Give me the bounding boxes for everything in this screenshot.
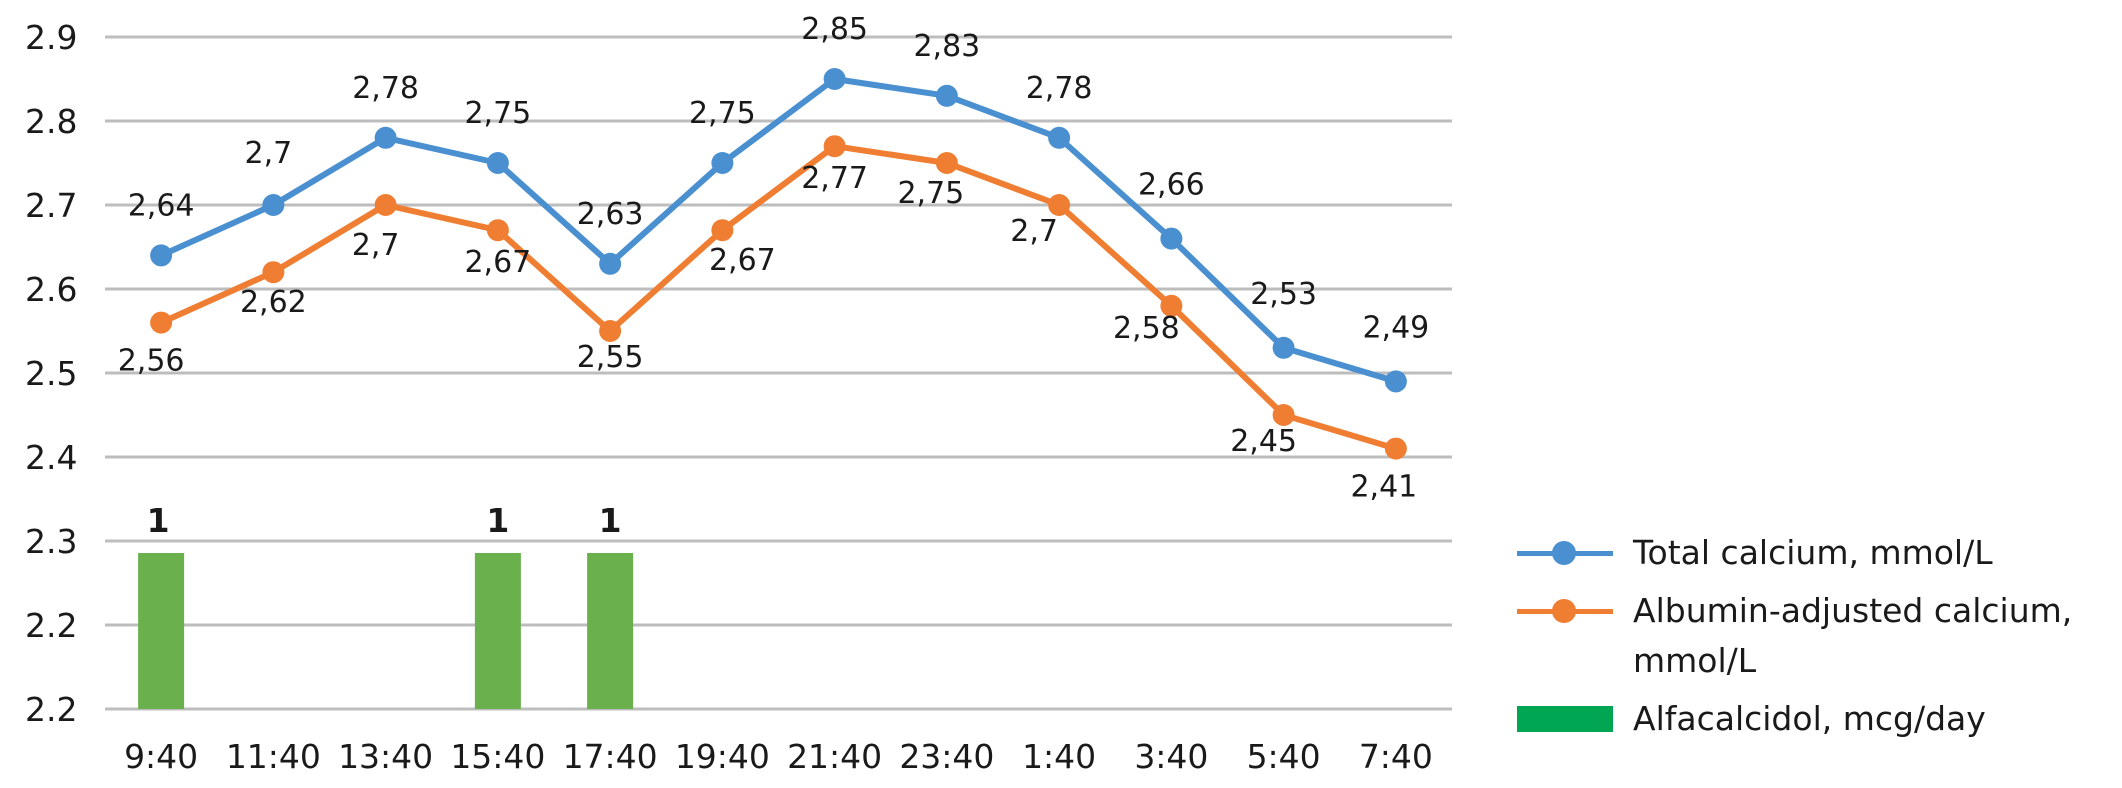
x-tick-label: 3:40 (1134, 737, 1208, 776)
bar-alfacalcidol (474, 553, 521, 709)
x-tick-label: 21:40 (787, 737, 882, 776)
albumin-calcium-point (823, 135, 846, 158)
albumin-calcium-point (1160, 294, 1183, 317)
legend-label-albumin-line2: mmol/L (1633, 641, 1757, 680)
albumin-calcium-data-label: 2,7 (1010, 214, 1058, 249)
legend-item-alfacalcidol[interactable]: Alfacalcidol, mcg/day (1515, 694, 2115, 744)
total-calcium-data-label: 2,63 (577, 197, 644, 232)
total-calcium-data-label: 2,53 (1250, 277, 1317, 312)
albumin-calcium-point (374, 194, 397, 216)
albumin-calcium-point (1048, 194, 1071, 216)
legend-item-albumin-calcium[interactable]: Albumin-adjusted calcium, mmol/L (1515, 586, 2115, 686)
total-calcium-point (823, 68, 846, 90)
total-calcium-point (1384, 370, 1407, 393)
x-tick-label: 15:40 (450, 737, 545, 776)
y-tick-label: 2.7 (25, 186, 77, 225)
total-calcium-point (711, 152, 734, 174)
albumin-calcium-data-label: 2,62 (240, 285, 307, 320)
albumin-calcium-data-label: 2,55 (577, 340, 644, 375)
albumin-calcium-point (1272, 404, 1295, 426)
albumin-calcium-data-label: 2,41 (1350, 470, 1417, 505)
albumin-calcium-data-label: 2,56 (118, 344, 185, 379)
total-calcium-data-label: 2,7 (245, 136, 293, 171)
legend-label-total-calcium: Total calcium, mmol/L (1633, 533, 1993, 572)
total-calcium-point (599, 252, 622, 275)
total-calcium-point (935, 84, 958, 107)
legend-line-marker-blue (1515, 528, 1615, 578)
legend-line-marker-orange (1515, 586, 1615, 636)
albumin-calcium-data-label: 2,67 (464, 245, 531, 280)
legend-label-albumin-line1: Albumin-adjusted calcium, (1633, 591, 2073, 630)
albumin-calcium-point (935, 152, 958, 174)
total-calcium-data-label: 2,64 (128, 188, 195, 223)
x-tick-label: 11:40 (226, 737, 321, 776)
albumin-calcium-data-label: 2,58 (1113, 311, 1180, 346)
bar-data-label: 1 (147, 501, 170, 540)
total-calcium-data-label: 2,78 (352, 71, 419, 106)
x-tick-label: 1:40 (1022, 737, 1096, 776)
bar-alfacalcidol (138, 553, 185, 709)
total-calcium-data-label: 2,78 (1026, 71, 1093, 106)
total-calcium-point (486, 152, 509, 174)
legend-item-total-calcium[interactable]: Total calcium, mmol/L (1515, 528, 2115, 578)
albumin-calcium-point (599, 320, 622, 342)
total-calcium-point (1048, 126, 1071, 149)
albumin-calcium-point (150, 311, 173, 334)
total-calcium-data-label: 2,75 (689, 96, 756, 131)
y-tick-label: 2.3 (25, 522, 77, 561)
legend-bar-marker-green (1515, 694, 1615, 744)
y-tick-label: 2.5 (25, 354, 77, 393)
y-tick-label: 2.8 (25, 102, 77, 141)
bar-data-label: 1 (486, 501, 509, 540)
chart-legend: Total calcium, mmol/L Albumin-adjusted c… (1515, 528, 2115, 752)
albumin-calcium-data-label: 2,7 (352, 228, 400, 263)
bar-data-label: 1 (599, 501, 622, 540)
total-calcium-point (262, 194, 285, 216)
albumin-calcium-point (711, 219, 734, 242)
x-tick-label: 13:40 (338, 737, 433, 776)
x-tick-label: 5:40 (1247, 737, 1321, 776)
y-tick-label: 2.2 (25, 690, 77, 729)
albumin-calcium-point (1384, 437, 1407, 460)
x-tick-label: 17:40 (563, 737, 658, 776)
total-calcium-point (150, 244, 173, 267)
y-tick-label: 2.6 (25, 270, 77, 309)
total-calcium-line (159, 76, 1397, 385)
albumin-calcium-point (262, 261, 285, 284)
y-tick-label: 2.4 (25, 438, 77, 477)
total-calcium-data-label: 2,83 (913, 29, 980, 64)
x-tick-label: 9:40 (124, 737, 198, 776)
x-tick-label: 23:40 (899, 737, 994, 776)
total-calcium-data-label: 2,85 (801, 12, 868, 47)
total-calcium-data-label: 2,75 (464, 96, 531, 131)
x-tick-label: 7:40 (1359, 737, 1433, 776)
y-tick-label: 2.2 (25, 606, 77, 645)
y-tick-label: 2.9 (25, 18, 77, 57)
albumin-calcium-data-label: 2,45 (1230, 424, 1297, 459)
albumin-calcium-data-label: 2,77 (801, 161, 868, 196)
total-calcium-data-label: 2,49 (1362, 310, 1429, 345)
albumin-calcium-line (159, 143, 1397, 452)
albumin-calcium-data-label: 2,75 (897, 176, 964, 211)
total-calcium-point (374, 126, 397, 149)
total-calcium-point (1160, 227, 1183, 250)
bar-alfacalcidol (587, 553, 634, 709)
albumin-calcium-data-label: 2,67 (709, 243, 776, 278)
albumin-calcium-point (486, 219, 509, 242)
total-calcium-point (1272, 336, 1295, 359)
x-tick-label: 19:40 (675, 737, 770, 776)
legend-label-alfacalcidol: Alfacalcidol, mcg/day (1633, 699, 1986, 738)
total-calcium-data-label: 2,66 (1138, 168, 1205, 203)
